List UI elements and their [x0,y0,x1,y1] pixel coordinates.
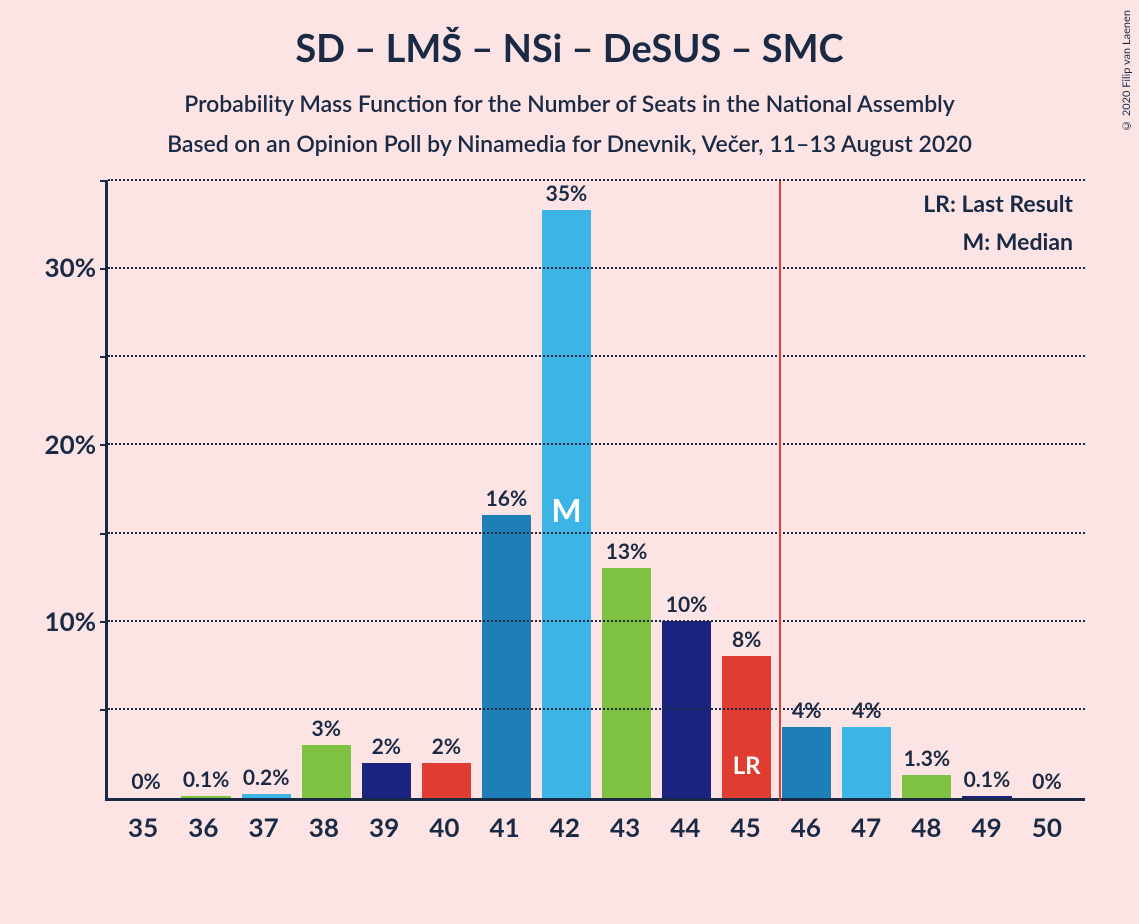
bar [902,775,951,798]
x-axis-label: 45 [716,811,776,843]
x-axis-label: 39 [354,811,414,843]
bar-slot: 10% [657,181,717,798]
x-axis-label: 40 [414,811,474,843]
bar-slot: 4% [837,181,897,798]
gridline [108,355,1085,357]
bar-value-label: 4% [852,698,881,723]
y-axis-label: 10% [45,605,108,637]
chart-subtitle-1: Probability Mass Function for the Number… [45,89,1094,117]
x-axis-label: 49 [957,811,1017,843]
gridline [108,267,1085,269]
x-axis-label: 42 [535,811,595,843]
gridline [108,179,1085,181]
x-axis-label: 37 [234,811,294,843]
bar-slot: 1.3% [897,181,957,798]
bar-slot: 0.1% [957,181,1017,798]
bar: LR [722,656,771,798]
bar-slot: 0.1% [176,181,236,798]
bar-slot: 3% [296,181,356,798]
bar [181,796,230,798]
bar-value-label: 4% [792,698,821,723]
x-axis-label: 38 [294,811,354,843]
x-axis-label: 36 [173,811,233,843]
legend-m: M: Median [923,227,1073,255]
bar-value-label: 1.3% [904,746,951,771]
bar-value-label: 2% [432,734,461,759]
bar-value-label: 2% [372,734,401,759]
bar [602,568,651,798]
x-axis-label: 43 [595,811,655,843]
y-tick [100,533,108,535]
bar-value-label: 3% [312,716,341,741]
bar-slot: 0.2% [236,181,296,798]
x-axis-label: 44 [655,811,715,843]
gridline [108,532,1085,534]
y-axis-label: 30% [45,251,108,283]
lr-reference-line [779,181,781,801]
bar-slot: 0% [116,181,176,798]
bar [962,796,1011,798]
legend-lr: LR: Last Result [923,189,1073,217]
y-tick [100,180,108,182]
bar-value-label: 0% [131,769,160,794]
chart-subtitle-2: Based on an Opinion Poll by Ninamedia fo… [45,129,1094,157]
x-axis-label: 50 [1017,811,1077,843]
bar [362,763,411,798]
bar-value-label: 0.2% [243,765,290,790]
bar-slot: 2% [356,181,416,798]
x-axis-label: 41 [475,811,535,843]
y-tick [100,709,108,711]
bar-slot: 35% M [536,181,596,798]
y-axis-label: 20% [45,428,108,460]
bar-value-label: 13% [606,539,648,564]
bar [302,745,351,798]
gridline [108,620,1085,622]
bars-container: 0% 0.1% 0.2% 3% 2% 2% 16% 35% M 13% 10% 8% LR 4% 4% 1.3… [108,181,1085,798]
x-axis-labels: 35363738394041424344454647484950 [105,811,1085,843]
gridline [108,708,1085,710]
bar-value-label: 0.1% [964,767,1011,792]
bar-slot: 2% [416,181,476,798]
bar [482,515,531,798]
bar-inner-label: LR [733,751,761,780]
x-axis-label: 35 [113,811,173,843]
bar-value-label: 16% [486,486,528,511]
chart-area: LR: Last Result M: Median 0% 0.1% 0.2% 3% 2%… [105,181,1094,841]
bar [242,794,291,798]
x-axis-label: 47 [836,811,896,843]
bar-value-label: 0% [1032,769,1061,794]
legend: LR: Last Result M: Median [923,189,1073,265]
bar-slot: 13% [597,181,657,798]
plot-region: LR: Last Result M: Median 0% 0.1% 0.2% 3% 2%… [105,181,1085,801]
x-axis-label: 48 [896,811,956,843]
bar [782,727,831,798]
bar-inner-label: M [551,490,581,529]
bar-value-label: 35% [546,181,588,206]
bar-slot: 0% [1017,181,1077,798]
bar-value-label: 0.1% [183,767,230,792]
bar-value-label: 8% [732,627,761,652]
bar-slot: 4% [777,181,837,798]
chart-title: SD – LMŠ – NSi – DeSUS – SMC [45,25,1094,71]
y-tick [100,356,108,358]
bar-slot: 8% LR [717,181,777,798]
bar [422,763,471,798]
bar [842,727,891,798]
copyright-text: © 2020 Filip van Laenen [1120,10,1133,132]
gridline [108,443,1085,445]
x-axis-label: 46 [776,811,836,843]
bar-slot: 16% [476,181,536,798]
bar-value-label: 10% [666,592,708,617]
